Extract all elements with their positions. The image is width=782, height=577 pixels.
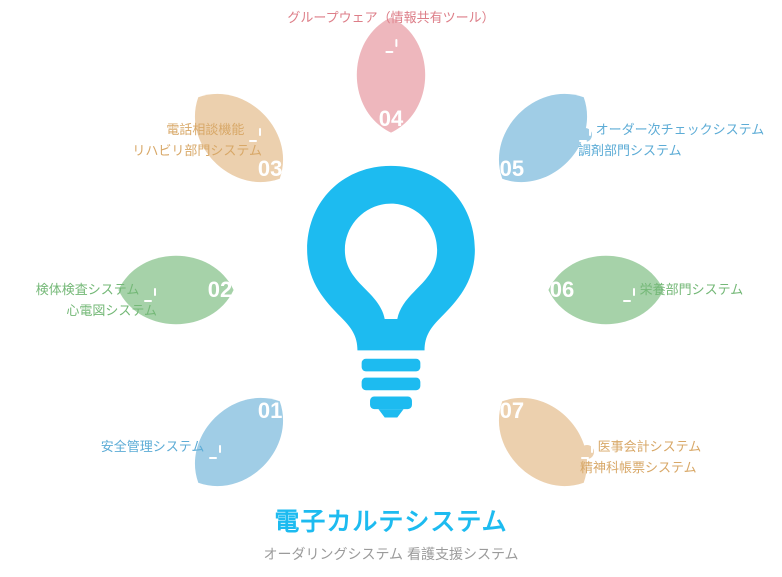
plus-icon bbox=[580, 445, 594, 459]
plus-icon bbox=[248, 128, 262, 142]
plus-icon bbox=[578, 128, 592, 142]
plus-icon bbox=[384, 39, 398, 53]
petal-label-04: グループウェア（情報共有ツール） bbox=[287, 9, 494, 53]
petal-label-01: 安全管理システム bbox=[101, 438, 222, 459]
petal-number-01: 01 bbox=[258, 398, 282, 424]
plus-icon bbox=[143, 288, 157, 302]
petal-number-02: 02 bbox=[208, 277, 232, 303]
petal-label-02: 検体検査システム 心電図システム bbox=[36, 281, 157, 321]
plus-icon bbox=[622, 288, 636, 302]
petal-label-05: オーダー次チェックシステム調剤部門システム bbox=[578, 121, 764, 161]
petal-number-06: 06 bbox=[550, 277, 574, 303]
petal-label-06: 栄養部門システム bbox=[622, 281, 743, 302]
infographic-stage: { "infographic": { "type": "infographic"… bbox=[0, 0, 782, 577]
petal-number-05: 05 bbox=[500, 156, 524, 182]
petal-label-07: 医事会計システム精神科帳票システム bbox=[580, 438, 701, 478]
lightbulb-icon bbox=[286, 158, 496, 423]
petal-number-07: 07 bbox=[500, 398, 524, 424]
center-title: 電子カルテシステム オーダリングシステム 看護支援システム bbox=[263, 502, 518, 565]
petal-number-04: 04 bbox=[379, 106, 403, 132]
center-title-main: 電子カルテシステム bbox=[263, 502, 518, 538]
plus-icon bbox=[208, 445, 222, 459]
petal-label-03: 電話相談機能 リハビリ部門システム bbox=[132, 121, 262, 161]
center-title-sub: オーダリングシステム 看護支援システム bbox=[263, 544, 518, 565]
